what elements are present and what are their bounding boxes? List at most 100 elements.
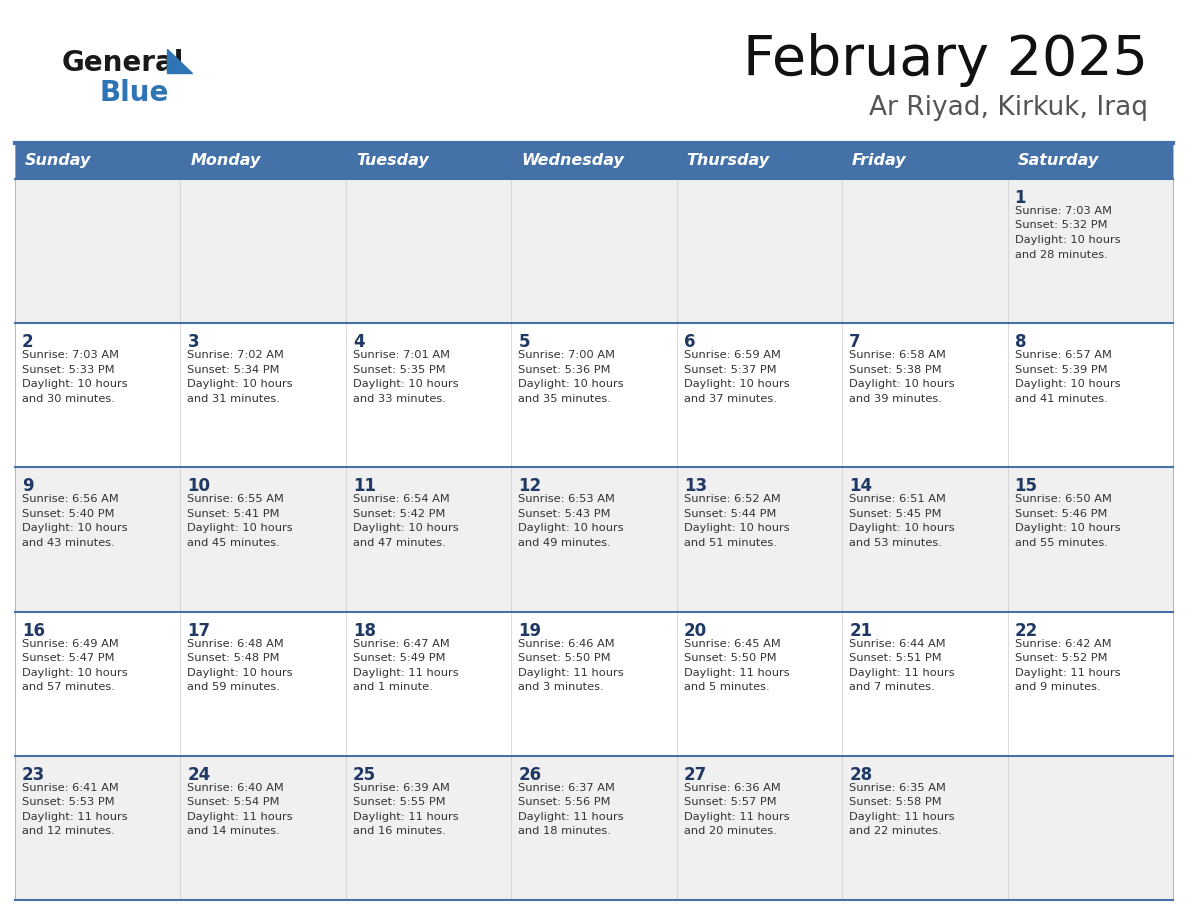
Text: Sunrise: 6:58 AM: Sunrise: 6:58 AM: [849, 350, 946, 360]
Text: Daylight: 10 hours: Daylight: 10 hours: [188, 523, 293, 533]
Text: and 49 minutes.: and 49 minutes.: [518, 538, 611, 548]
Text: Sunrise: 6:53 AM: Sunrise: 6:53 AM: [518, 495, 615, 504]
Text: 2: 2: [23, 333, 33, 352]
Text: Daylight: 10 hours: Daylight: 10 hours: [23, 379, 127, 389]
Text: Daylight: 11 hours: Daylight: 11 hours: [684, 812, 789, 822]
Text: 15: 15: [1015, 477, 1037, 496]
Text: Sunrise: 6:45 AM: Sunrise: 6:45 AM: [684, 639, 781, 649]
Text: 12: 12: [518, 477, 542, 496]
Text: General: General: [62, 49, 184, 77]
Text: Sunrise: 6:35 AM: Sunrise: 6:35 AM: [849, 783, 946, 793]
Text: 9: 9: [23, 477, 33, 496]
Text: Sunrise: 6:39 AM: Sunrise: 6:39 AM: [353, 783, 450, 793]
Text: Daylight: 10 hours: Daylight: 10 hours: [1015, 235, 1120, 245]
Text: Sunset: 5:58 PM: Sunset: 5:58 PM: [849, 798, 942, 807]
Text: Sunset: 5:36 PM: Sunset: 5:36 PM: [518, 364, 611, 375]
Text: Sunrise: 6:46 AM: Sunrise: 6:46 AM: [518, 639, 615, 649]
Text: Sunrise: 7:00 AM: Sunrise: 7:00 AM: [518, 350, 615, 360]
Text: and 41 minutes.: and 41 minutes.: [1015, 394, 1107, 404]
Bar: [15, 756, 1173, 900]
Text: 22: 22: [1015, 621, 1038, 640]
Text: 4: 4: [353, 333, 365, 352]
Text: Sunset: 5:42 PM: Sunset: 5:42 PM: [353, 509, 446, 519]
Text: Daylight: 10 hours: Daylight: 10 hours: [684, 379, 789, 389]
Text: Sunset: 5:53 PM: Sunset: 5:53 PM: [23, 798, 114, 807]
Text: Sunset: 5:54 PM: Sunset: 5:54 PM: [188, 798, 280, 807]
Text: Sunrise: 6:51 AM: Sunrise: 6:51 AM: [849, 495, 946, 504]
Text: and 47 minutes.: and 47 minutes.: [353, 538, 446, 548]
Text: Sunrise: 7:01 AM: Sunrise: 7:01 AM: [353, 350, 450, 360]
Text: Wednesday: Wednesday: [522, 153, 624, 169]
Text: 5: 5: [518, 333, 530, 352]
Text: Monday: Monday: [190, 153, 261, 169]
Text: and 20 minutes.: and 20 minutes.: [684, 826, 777, 836]
Text: Sunrise: 6:55 AM: Sunrise: 6:55 AM: [188, 495, 284, 504]
Text: 27: 27: [684, 766, 707, 784]
Text: 25: 25: [353, 766, 375, 784]
Text: and 18 minutes.: and 18 minutes.: [518, 826, 611, 836]
Polygon shape: [168, 49, 192, 73]
Text: Sunrise: 6:42 AM: Sunrise: 6:42 AM: [1015, 639, 1111, 649]
Text: 28: 28: [849, 766, 872, 784]
Text: Sunrise: 6:54 AM: Sunrise: 6:54 AM: [353, 495, 449, 504]
Text: and 53 minutes.: and 53 minutes.: [849, 538, 942, 548]
Text: Daylight: 10 hours: Daylight: 10 hours: [518, 379, 624, 389]
Text: Daylight: 11 hours: Daylight: 11 hours: [684, 667, 789, 677]
Text: 21: 21: [849, 621, 872, 640]
Text: and 30 minutes.: and 30 minutes.: [23, 394, 115, 404]
Text: 11: 11: [353, 477, 375, 496]
Text: Sunrise: 6:49 AM: Sunrise: 6:49 AM: [23, 639, 119, 649]
Text: Sunrise: 7:03 AM: Sunrise: 7:03 AM: [1015, 206, 1112, 216]
Text: Daylight: 10 hours: Daylight: 10 hours: [23, 667, 127, 677]
Text: and 28 minutes.: and 28 minutes.: [1015, 250, 1107, 260]
Text: Tuesday: Tuesday: [356, 153, 429, 169]
Text: Daylight: 11 hours: Daylight: 11 hours: [518, 812, 624, 822]
Text: Daylight: 10 hours: Daylight: 10 hours: [518, 523, 624, 533]
Text: Sunrise: 6:50 AM: Sunrise: 6:50 AM: [1015, 495, 1112, 504]
Text: and 57 minutes.: and 57 minutes.: [23, 682, 115, 692]
Text: and 33 minutes.: and 33 minutes.: [353, 394, 446, 404]
Bar: [15, 179, 1173, 323]
Text: 20: 20: [684, 621, 707, 640]
Text: and 16 minutes.: and 16 minutes.: [353, 826, 446, 836]
Text: Daylight: 11 hours: Daylight: 11 hours: [23, 812, 127, 822]
Text: 6: 6: [684, 333, 695, 352]
Text: and 51 minutes.: and 51 minutes.: [684, 538, 777, 548]
Text: 16: 16: [23, 621, 45, 640]
Text: 18: 18: [353, 621, 375, 640]
Text: Sunset: 5:40 PM: Sunset: 5:40 PM: [23, 509, 114, 519]
Text: Daylight: 10 hours: Daylight: 10 hours: [849, 379, 955, 389]
Text: Sunrise: 6:57 AM: Sunrise: 6:57 AM: [1015, 350, 1112, 360]
Text: Sunrise: 7:03 AM: Sunrise: 7:03 AM: [23, 350, 119, 360]
Text: Sunrise: 6:47 AM: Sunrise: 6:47 AM: [353, 639, 449, 649]
Text: and 35 minutes.: and 35 minutes.: [518, 394, 611, 404]
Text: Sunrise: 6:40 AM: Sunrise: 6:40 AM: [188, 783, 284, 793]
Text: Daylight: 11 hours: Daylight: 11 hours: [353, 812, 459, 822]
Text: and 45 minutes.: and 45 minutes.: [188, 538, 280, 548]
Text: Daylight: 11 hours: Daylight: 11 hours: [518, 667, 624, 677]
Text: 26: 26: [518, 766, 542, 784]
Text: and 55 minutes.: and 55 minutes.: [1015, 538, 1107, 548]
Text: Sunset: 5:39 PM: Sunset: 5:39 PM: [1015, 364, 1107, 375]
Text: Sunday: Sunday: [25, 153, 91, 169]
Text: Sunset: 5:34 PM: Sunset: 5:34 PM: [188, 364, 280, 375]
Text: Sunset: 5:48 PM: Sunset: 5:48 PM: [188, 653, 280, 663]
Text: and 9 minutes.: and 9 minutes.: [1015, 682, 1100, 692]
Bar: [15, 611, 1173, 756]
Text: Sunset: 5:52 PM: Sunset: 5:52 PM: [1015, 653, 1107, 663]
Text: Sunset: 5:51 PM: Sunset: 5:51 PM: [849, 653, 942, 663]
Text: Daylight: 11 hours: Daylight: 11 hours: [188, 812, 293, 822]
Text: Daylight: 10 hours: Daylight: 10 hours: [188, 667, 293, 677]
Text: 14: 14: [849, 477, 872, 496]
Bar: [15, 143, 1173, 179]
Text: Sunrise: 6:59 AM: Sunrise: 6:59 AM: [684, 350, 781, 360]
Text: 13: 13: [684, 477, 707, 496]
Text: and 43 minutes.: and 43 minutes.: [23, 538, 115, 548]
Text: Sunset: 5:45 PM: Sunset: 5:45 PM: [849, 509, 942, 519]
Text: 7: 7: [849, 333, 861, 352]
Text: Sunset: 5:46 PM: Sunset: 5:46 PM: [1015, 509, 1107, 519]
Text: Sunset: 5:57 PM: Sunset: 5:57 PM: [684, 798, 776, 807]
Text: Blue: Blue: [100, 79, 170, 107]
Text: Daylight: 10 hours: Daylight: 10 hours: [684, 523, 789, 533]
Text: Sunset: 5:35 PM: Sunset: 5:35 PM: [353, 364, 446, 375]
